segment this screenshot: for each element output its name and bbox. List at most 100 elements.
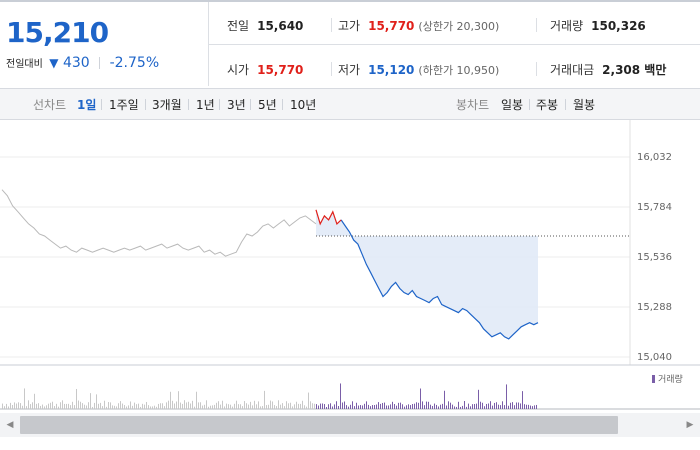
volume-bar: [350, 404, 351, 409]
volume-bar: [402, 404, 403, 409]
volume-bar: [292, 406, 293, 409]
volume-bar: [260, 406, 261, 409]
volume-bar: [90, 393, 91, 409]
volume-bar: [140, 406, 141, 409]
divider: [99, 57, 101, 69]
volume-bar: [164, 406, 165, 409]
volume-bar: [310, 401, 311, 409]
volume-bar: [448, 401, 449, 409]
volume-bar: [306, 406, 307, 409]
volume-bar: [446, 405, 447, 409]
volume-bar: [240, 404, 241, 409]
change-label: 전일대비: [6, 59, 43, 70]
volume-bar: [400, 402, 401, 409]
volume-bar: [294, 404, 295, 409]
volume-bar: [420, 388, 421, 409]
volume-bar: [280, 404, 281, 409]
volume-bar: [472, 404, 473, 409]
volume-bar: [322, 403, 323, 409]
series-layer: [1, 189, 630, 340]
volume-bar: [312, 403, 313, 409]
tab-3years[interactable]: 3년: [227, 98, 246, 112]
y-tick-label: 16,032: [637, 152, 672, 163]
volume-bar: [84, 404, 85, 409]
volume-bar: [196, 391, 197, 409]
volume-bar: [302, 400, 303, 409]
volume-bar: [408, 404, 409, 409]
stats-grid: 전일 15,640 고가 15,770 (상한가 20,300) 거래량 150,326…: [209, 2, 700, 86]
volume-bar: [174, 403, 175, 409]
volume-bar: [460, 406, 461, 409]
volume-bar: [134, 402, 135, 409]
stat-high: 고가 15,770 (상한가 20,300): [338, 19, 500, 33]
volume-bar: [250, 401, 251, 409]
tab-monthly-candle[interactable]: 월봉: [573, 98, 596, 112]
volume-bar: [94, 402, 95, 409]
scroll-right-icon[interactable]: ▶: [686, 420, 694, 430]
volume-bar: [390, 404, 391, 409]
line-chart-group-label: 선차트: [33, 98, 67, 112]
volume-bar: [488, 403, 489, 409]
volume-bar: [32, 402, 33, 409]
volume-bar: [500, 405, 501, 409]
tab-1week[interactable]: 1주일: [109, 98, 139, 112]
volume-bar: [378, 402, 379, 409]
tab-1year[interactable]: 1년: [196, 98, 215, 112]
volume-bar: [150, 406, 151, 409]
volume-bar: [376, 404, 377, 409]
volume-bar: [192, 400, 193, 409]
volume-bar: [434, 403, 435, 409]
volume-bar: [416, 402, 417, 409]
volume-bar: [532, 406, 533, 409]
volume-bar: [198, 402, 199, 409]
chart-scrollbar[interactable]: ◀ ▶: [0, 413, 700, 437]
volume-bar: [100, 402, 101, 409]
volume-bar: [96, 394, 97, 409]
volume-bar: [364, 403, 365, 409]
volume-bar: [426, 401, 427, 409]
volume-bar: [518, 402, 519, 409]
tab-daily-candle[interactable]: 일봉: [501, 98, 524, 112]
tab-3months[interactable]: 3개월: [152, 98, 182, 112]
volume-bar: [480, 401, 481, 409]
volume-bar: [438, 406, 439, 409]
volume-bar: [514, 405, 515, 409]
tab-weekly-candle[interactable]: 주봉: [536, 98, 559, 112]
volume-bar: [14, 402, 15, 409]
volume-bar: [124, 405, 125, 409]
volume-bar: [484, 406, 485, 409]
volume-bar: [26, 406, 27, 409]
stat-open: 시가 15,770: [227, 63, 304, 77]
volume-bar: [536, 404, 537, 409]
volume-bar: [82, 403, 83, 409]
volume-bar: [252, 405, 253, 409]
tab-1day[interactable]: 1일: [77, 98, 97, 112]
volume-bar: [414, 403, 415, 409]
volume-bar: [466, 406, 467, 409]
volume-bar: [392, 401, 393, 409]
volume-bar: [244, 401, 245, 409]
volume-bar: [516, 402, 517, 409]
divider: [219, 99, 220, 110]
y-tick-label: 15,288: [637, 302, 672, 313]
scroll-left-icon[interactable]: ◀: [6, 420, 14, 430]
volume-bar: [222, 400, 223, 409]
volume-bar: [186, 402, 187, 409]
tab-5years[interactable]: 5년: [258, 98, 277, 112]
volume-legend-label: 거래량: [658, 373, 683, 385]
volume-bar: [366, 401, 367, 409]
volume-bar: [46, 405, 47, 409]
volume-bar: [28, 400, 29, 409]
volume-bar: [528, 404, 529, 409]
scrollbar-thumb[interactable]: [20, 416, 618, 434]
volume-bar: [10, 402, 11, 409]
volume-bar: [498, 404, 499, 409]
tab-10years[interactable]: 10년: [290, 98, 317, 112]
volume-bar: [68, 403, 69, 409]
volume-bar: [468, 403, 469, 409]
price-summary: 15,210 전일대비 ▼ 430 -2.75%: [0, 2, 209, 86]
volume-bar: [2, 403, 3, 409]
volume-bar: [320, 403, 321, 409]
volume-bar: [476, 403, 477, 409]
volume-bar: [80, 401, 81, 409]
